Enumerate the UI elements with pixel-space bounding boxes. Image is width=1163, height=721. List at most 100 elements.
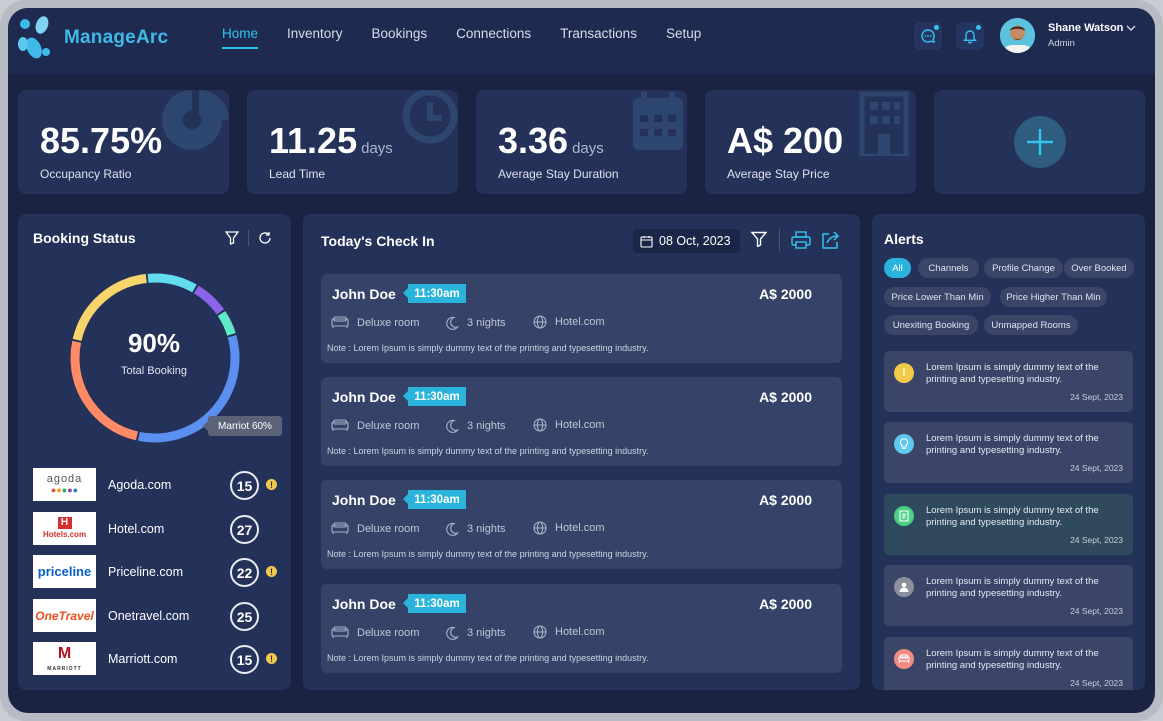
alert-text: Lorem Ipsum is simply dummy text of the … [926, 505, 1099, 528]
hotels-logo: H Hotels.com [33, 512, 96, 545]
nav-inventory[interactable]: Inventory [287, 26, 343, 41]
marriott-logo: M MARRIOTT [33, 642, 96, 675]
stat-value: A$ 200 [727, 120, 844, 161]
date-picker[interactable]: 08 Oct, 2023 [633, 229, 740, 253]
main-nav: Home Inventory Bookings Connections Tran… [222, 26, 730, 49]
channel-row[interactable]: H Hotels.com Hotel.com 27 [33, 512, 283, 546]
add-widget-card [934, 90, 1145, 194]
donut-segment-4[interactable] [68, 271, 241, 444]
filter-chip-unmapped-rooms[interactable]: Unmapped Rooms [984, 315, 1078, 335]
user-photo-icon [1000, 18, 1035, 53]
checkin-card[interactable]: John Doe 11:30am A$ 2000 Deluxe room 3 n… [321, 274, 842, 363]
booking-price: A$ 2000 [759, 389, 812, 405]
nav-bookings[interactable]: Bookings [371, 26, 428, 41]
filter-chip-profile-change[interactable]: Profile Change [984, 258, 1063, 278]
bed-icon [331, 522, 349, 534]
nav-home[interactable]: Home [222, 26, 259, 49]
chevron-down-icon[interactable] [1126, 24, 1136, 32]
donut-segment-1[interactable] [68, 271, 241, 444]
logo-icon [18, 16, 50, 59]
channel-count: 25 [230, 602, 259, 631]
donut-segment-5[interactable] [68, 271, 241, 444]
filter-chip-over-booked[interactable]: Over Booked [1064, 258, 1134, 278]
globe-icon [533, 418, 547, 432]
bed-icon [331, 316, 349, 328]
filter-chip-price-lower[interactable]: Price Lower Than Min [884, 287, 991, 307]
filter-chip-price-higher[interactable]: Price Higher Than Min [1000, 287, 1107, 307]
channel-row[interactable]: agoda ●●●●● Agoda.com 15 ! [33, 468, 283, 502]
stat-lead-time: 11.25 days Lead Time [247, 90, 458, 194]
app-logo[interactable]: ManageArc [16, 14, 168, 62]
booking-source: Hotel.com [533, 418, 605, 432]
stat-label: Lead Time [269, 167, 326, 181]
room-type: Deluxe room [331, 419, 419, 432]
filter-chip-unexiting-booking[interactable]: Unexiting Booking [884, 315, 978, 335]
globe-icon [533, 625, 547, 639]
panel-title: Today's Check In [321, 233, 435, 249]
booking-note: Note : Lorem Ipsum is simply dummy text … [327, 549, 649, 559]
notifications-button[interactable] [956, 22, 984, 50]
alert-date: 24 Sept, 2023 [1070, 463, 1123, 473]
top-header: ManageArc Home Inventory Bookings Connec… [8, 8, 1155, 74]
stat-stay-duration: 3.36 days Average Stay Duration [476, 90, 687, 194]
alerts-panel: Alerts All Channels Profile Change Over … [872, 214, 1145, 690]
checkin-card[interactable]: John Doe 11:30am A$ 2000 Deluxe room 3 n… [321, 584, 842, 673]
priceline-logo: priceline [33, 555, 96, 588]
messages-indicator [934, 25, 939, 30]
channel-row[interactable]: M MARRIOTT Marriott.com 15 ! [33, 642, 283, 676]
warning-icon[interactable]: ! [266, 479, 277, 490]
stat-value: 3.36 days [498, 120, 604, 161]
avatar[interactable] [1000, 18, 1035, 53]
alert-text: Lorem Ipsum is simply dummy text of the … [926, 433, 1099, 456]
channel-row[interactable]: OneTravel Onetravel.com 25 [33, 599, 283, 633]
app-name: ManageArc [64, 27, 169, 48]
booking-source: Hotel.com [533, 521, 605, 535]
app-screen: ManageArc Home Inventory Bookings Connec… [8, 8, 1155, 713]
guest-name: John Doe [332, 492, 396, 508]
filter-chip-channels[interactable]: Channels [918, 258, 979, 278]
alert-item[interactable]: ! Lorem Ipsum is simply dummy text of th… [884, 351, 1133, 412]
nav-connections[interactable]: Connections [456, 26, 532, 41]
refresh-icon[interactable] [258, 231, 272, 245]
nav-transactions[interactable]: Transactions [560, 26, 637, 41]
channel-name: Onetravel.com [108, 609, 190, 623]
alert-date: 24 Sept, 2023 [1070, 392, 1123, 402]
moon-icon [446, 419, 459, 433]
stay-nights: 3 nights [445, 626, 506, 640]
print-icon[interactable] [791, 231, 811, 249]
warning-icon[interactable]: ! [266, 566, 277, 577]
filter-chip-all[interactable]: All [884, 258, 911, 278]
checkin-card[interactable]: John Doe 11:30am A$ 2000 Deluxe room 3 n… [321, 480, 842, 569]
booking-note: Note : Lorem Ipsum is simply dummy text … [327, 653, 649, 663]
messages-button[interactable] [914, 22, 942, 50]
chart-tooltip: Marriot 60% [203, 416, 282, 436]
booking-price: A$ 2000 [759, 492, 812, 508]
stat-unit: days [361, 140, 393, 157]
filter-icon[interactable] [751, 231, 767, 247]
stat-label: Average Stay Duration [498, 167, 619, 181]
channel-count: 15 [230, 645, 259, 674]
alert-item[interactable]: Lorem Ipsum is simply dummy text of the … [884, 565, 1133, 626]
warning-icon[interactable]: ! [266, 653, 277, 664]
alert-item[interactable]: Lorem Ipsum is simply dummy text of the … [884, 494, 1133, 555]
globe-icon [533, 521, 547, 535]
onetravel-logo: OneTravel [33, 599, 96, 632]
channel-count: 27 [230, 515, 259, 544]
user-name: Shane Watson [1048, 22, 1124, 34]
alert-item[interactable]: Lorem Ipsum is simply dummy text of the … [884, 422, 1133, 483]
alert-text: Lorem Ipsum is simply dummy text of the … [926, 648, 1099, 671]
panel-title: Alerts [884, 231, 924, 247]
channel-name: Hotel.com [108, 522, 165, 536]
alert-item[interactable]: Lorem Ipsum is simply dummy text of the … [884, 637, 1133, 690]
donut-label: Total Booking [120, 365, 188, 377]
stat-value: 11.25 days [269, 120, 393, 161]
channel-row[interactable]: priceline Priceline.com 22 ! [33, 555, 283, 589]
notifications-indicator [976, 25, 981, 30]
user-icon [894, 577, 914, 597]
nav-setup[interactable]: Setup [665, 26, 702, 41]
checkin-card[interactable]: John Doe 11:30am A$ 2000 Deluxe room 3 n… [321, 377, 842, 466]
add-widget-button[interactable] [1014, 116, 1066, 168]
booking-source: Hotel.com [533, 315, 605, 329]
filter-icon[interactable] [225, 231, 239, 245]
share-icon[interactable] [821, 230, 841, 250]
